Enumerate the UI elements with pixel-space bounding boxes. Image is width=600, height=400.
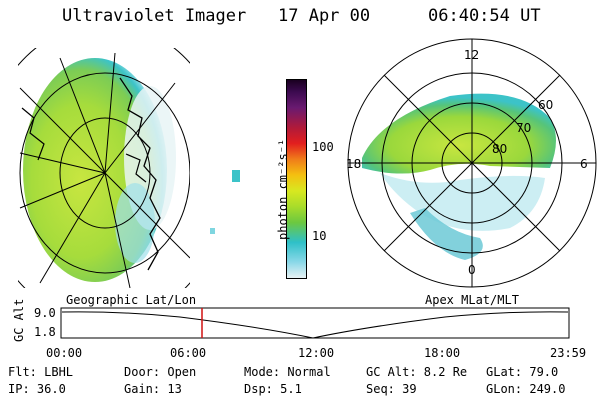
mlt-label-0: 0 <box>468 263 476 277</box>
image-date: 17 Apr 00 <box>278 6 371 26</box>
left-projection-label: Geographic Lat/Lon <box>66 293 197 307</box>
status-door: Door: Open <box>124 365 197 379</box>
mlt-label-18: 18 <box>346 157 361 171</box>
colorbar <box>286 79 307 279</box>
orbit-ytick-bottom: 1.8 <box>34 325 56 339</box>
status-ip: IP: 36.0 <box>8 382 66 396</box>
mlat-label-60: 60 <box>538 98 553 112</box>
status-glat: GLat: 79.0 <box>486 365 559 379</box>
right-projection-label: Apex MLat/MLT <box>425 293 519 307</box>
polar-mlat-mlt-image: 12 18 6 0 60 70 80 <box>346 38 597 288</box>
mlat-label-80: 80 <box>492 142 507 156</box>
orbit-xtick-0600: 06:00 <box>170 346 207 360</box>
status-dsp: Dsp: 5.1 <box>244 382 302 396</box>
geographic-auroral-image <box>18 48 240 288</box>
orbit-ytick-top: 9.0 <box>34 306 56 320</box>
orbit-xtick-1800: 18:00 <box>424 346 461 360</box>
status-gc-alt: GC Alt: 8.2 Re <box>366 365 468 379</box>
mlt-label-12: 12 <box>464 48 479 62</box>
orbit-altitude-plot <box>60 307 570 339</box>
orbit-xtick-0000: 00:00 <box>46 346 83 360</box>
status-filter: Flt: LBHL <box>8 365 74 379</box>
status-gain: Gain: 13 <box>124 382 182 396</box>
status-glon: GLon: 249.0 <box>486 382 566 396</box>
orbit-xtick-1200: 12:00 <box>298 346 335 360</box>
status-mode: Mode: Normal <box>244 365 331 379</box>
mlat-label-70: 70 <box>516 121 531 135</box>
orbit-xtick-2359: 23:59 <box>550 346 587 360</box>
colorbar-tick-100: 100 <box>312 140 334 154</box>
colorbar-unit-label: photon cm⁻²s⁻¹ <box>276 138 290 240</box>
image-time: 06:40:54 UT <box>428 6 541 26</box>
mlt-label-6: 6 <box>580 157 588 171</box>
colorbar-tick-10: 10 <box>312 229 327 243</box>
orbit-ylabel: GC Alt <box>12 298 26 342</box>
status-seq: Seq: 39 <box>366 382 417 396</box>
instrument-title: Ultraviolet Imager <box>62 6 247 26</box>
